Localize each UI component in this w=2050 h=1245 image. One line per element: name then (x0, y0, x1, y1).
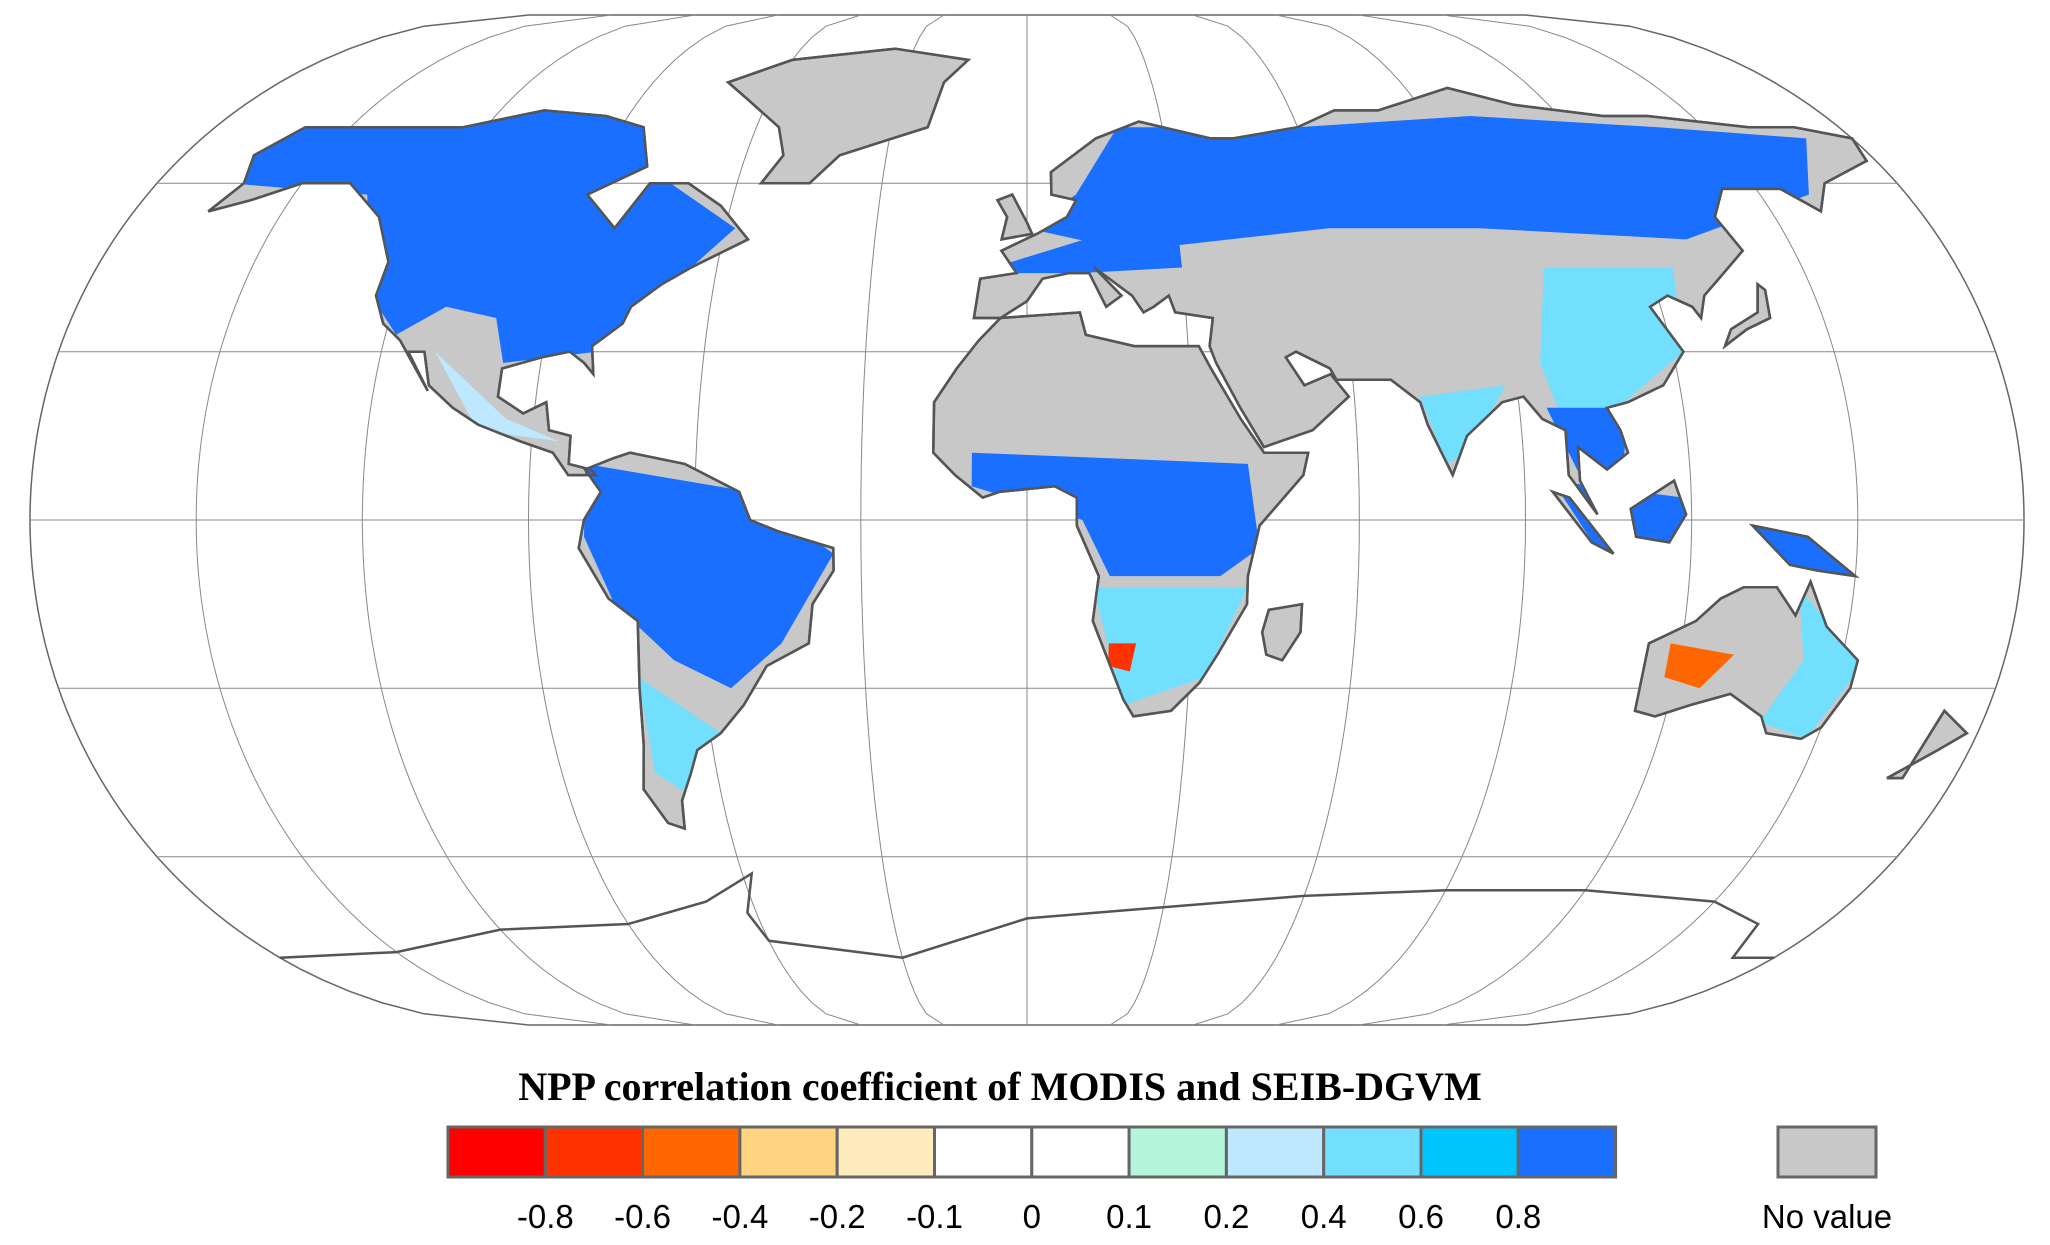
no-value-swatch (1776, 1125, 1878, 1179)
npp-patch (971, 452, 1260, 577)
coastline (207, 109, 750, 477)
legend-swatch (933, 1125, 1034, 1179)
legend-swatch (738, 1125, 839, 1179)
npp-patch (1027, 116, 1809, 251)
legend-swatch (1224, 1125, 1326, 1179)
coastline (972, 86, 1869, 516)
npp-patch (1419, 385, 1506, 464)
coastline (995, 193, 1034, 241)
npp-patch (1759, 587, 1862, 739)
no-value-label: No value (1762, 1198, 1892, 1235)
legend-tick-label: 0.1 (1106, 1198, 1152, 1235)
antarctica (279, 871, 1775, 959)
legend-swatch (1127, 1125, 1228, 1179)
legend-tick-label: 0.8 (1495, 1198, 1541, 1235)
npp-patch (435, 351, 560, 442)
coastline (1260, 602, 1304, 662)
legend-swatch (1322, 1125, 1423, 1179)
coastline (577, 451, 835, 831)
coastline (1722, 281, 1772, 350)
legend-tick-label: -0.2 (809, 1198, 866, 1235)
npp-correlation-layer (229, 99, 1862, 801)
coastline (1633, 578, 1860, 741)
npp-patch (1540, 267, 1684, 408)
world-map (29, 14, 2025, 1026)
legend-swatch (1419, 1125, 1520, 1179)
npp-patch (1108, 643, 1137, 672)
legend: -0.8 -0.6 -0.4 -0.2 -0.1 0 0.1 0.2 0.4 0.6 0.8 No v… (446, 1125, 1892, 1235)
coastline (1748, 523, 1860, 578)
coastline (932, 311, 1310, 718)
legend-tick-label: -0.6 (614, 1198, 671, 1235)
coastline (1629, 478, 1688, 544)
legend-tick-label: 0.6 (1398, 1198, 1444, 1235)
npp-patch (1546, 407, 1629, 476)
legend-tick-label: 0 (1023, 1198, 1041, 1235)
coastline (725, 47, 972, 185)
legend-swatch (641, 1125, 742, 1179)
coastline (1886, 708, 1969, 780)
legend-tick-label: -0.1 (906, 1198, 963, 1235)
legend-swatch (446, 1125, 547, 1179)
legend-tick-label: 0.4 (1301, 1198, 1347, 1235)
meridian (860, 14, 945, 1026)
npp-patch (229, 99, 736, 363)
legend-swatch (1030, 1125, 1131, 1179)
npp-patch (1093, 587, 1248, 706)
legend-swatch (543, 1125, 645, 1179)
legend-tick-label: 0.2 (1203, 1198, 1249, 1235)
npp-patch (1664, 643, 1734, 689)
legend-swatch (1516, 1125, 1618, 1179)
legend-title: NPP correlation coefficient of MODIS and… (518, 1064, 1482, 1109)
npp-patch (975, 211, 1182, 274)
legend-swatch (835, 1125, 937, 1179)
coastline (1549, 489, 1615, 555)
legend-tick-label: -0.4 (711, 1198, 768, 1235)
legend-tick-label: -0.8 (517, 1198, 574, 1235)
